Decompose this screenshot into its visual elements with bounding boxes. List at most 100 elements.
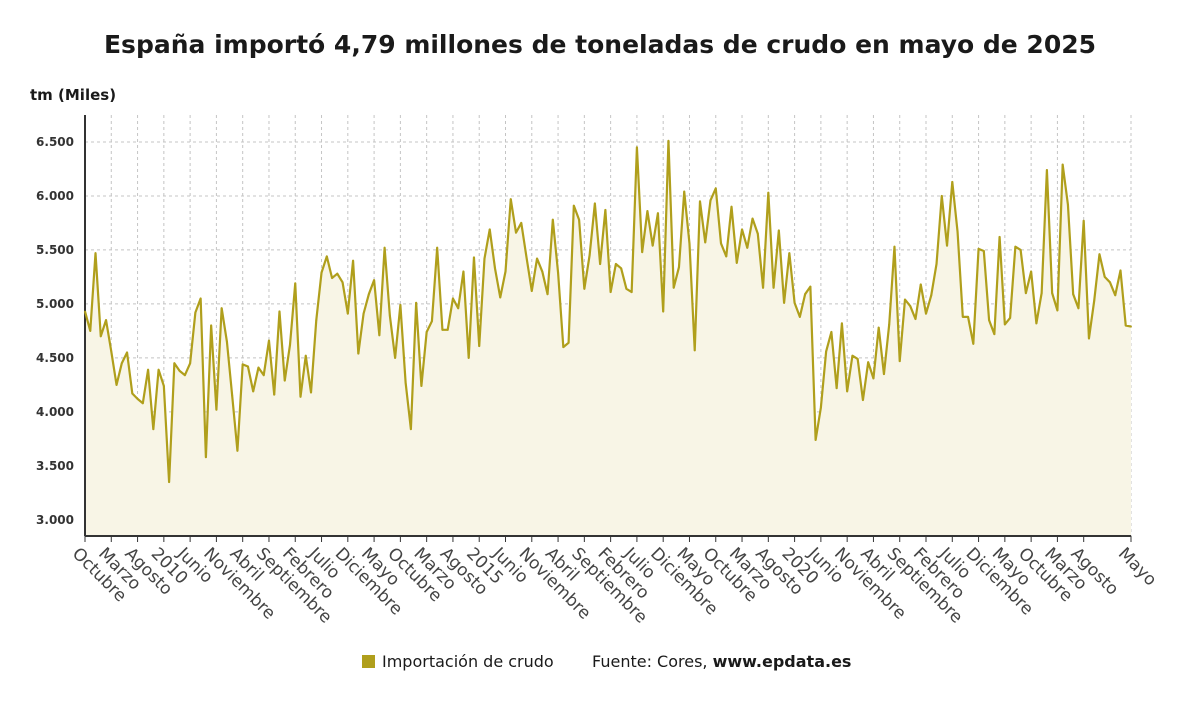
data-point	[388, 314, 391, 317]
data-point	[725, 255, 728, 258]
y-tick-label: 6.500	[36, 135, 74, 149]
data-point	[530, 290, 533, 292]
data-point	[961, 315, 964, 318]
data-point	[278, 310, 281, 313]
data-point	[846, 390, 849, 393]
data-point	[509, 198, 512, 201]
data-point	[220, 307, 223, 310]
data-point	[1114, 294, 1117, 297]
data-point	[520, 222, 523, 224]
data-point	[378, 334, 381, 337]
data-point	[620, 267, 623, 270]
data-point	[499, 296, 502, 299]
data-point	[525, 256, 528, 259]
data-point	[804, 293, 807, 296]
data-point	[120, 362, 123, 365]
data-point	[331, 277, 333, 279]
data-point	[136, 398, 139, 400]
data-point	[888, 323, 891, 326]
data-point	[720, 242, 722, 245]
data-point	[625, 287, 628, 290]
data-point	[383, 246, 386, 249]
data-point	[546, 293, 549, 296]
data-point	[204, 456, 207, 459]
data-point	[956, 230, 959, 233]
x-tick-labels: OctubreMarzoAgosto2010JunioNoviembreAbri…	[68, 543, 1160, 627]
data-point	[662, 310, 665, 313]
data-point	[394, 356, 397, 359]
data-point	[683, 190, 686, 193]
data-point	[341, 281, 344, 284]
data-point	[967, 315, 969, 318]
data-point	[199, 297, 202, 300]
legend-label: Importación de crudo	[382, 652, 554, 671]
y-tick-label: 5.000	[36, 297, 74, 311]
data-point	[641, 251, 644, 253]
data-point	[126, 351, 128, 354]
data-point	[336, 272, 339, 275]
data-point	[162, 385, 165, 387]
data-point	[168, 481, 171, 483]
data-point	[289, 344, 291, 346]
data-point	[541, 270, 544, 273]
data-point	[819, 406, 822, 409]
data-point	[515, 231, 517, 234]
y-tick-label: 3.000	[36, 513, 74, 527]
series-line	[83, 139, 1132, 484]
data-point	[241, 363, 244, 366]
data-point	[236, 449, 239, 452]
y-tick-label: 4.500	[36, 351, 74, 365]
data-point	[1019, 249, 1022, 251]
data-point	[893, 245, 896, 248]
data-point	[215, 408, 218, 411]
data-point	[446, 328, 449, 331]
data-point	[367, 293, 370, 296]
data-point	[210, 324, 213, 327]
data-point	[998, 236, 1001, 238]
data-point	[283, 379, 286, 382]
data-point	[346, 312, 349, 315]
data-point	[841, 322, 843, 325]
source-prefix: Fuente: Cores,	[592, 652, 713, 671]
data-point	[741, 228, 743, 231]
data-point	[883, 373, 885, 375]
data-point	[320, 271, 323, 274]
data-point	[1035, 322, 1038, 325]
data-point	[1014, 245, 1017, 248]
data-point	[1067, 203, 1069, 206]
data-point	[630, 291, 633, 293]
y-axis-label: tm (Miles)	[30, 86, 117, 104]
data-point	[1061, 163, 1064, 166]
data-point	[1024, 292, 1027, 295]
data-point	[609, 291, 612, 293]
data-point	[99, 335, 102, 338]
chart-title: España importó 4,79 millones de tonelada…	[103, 30, 1097, 59]
data-point	[777, 229, 780, 232]
y-tick-label: 5.500	[36, 243, 74, 257]
data-point	[783, 301, 785, 304]
data-point	[551, 218, 554, 221]
data-point	[636, 146, 638, 149]
data-point	[830, 331, 833, 333]
data-point	[735, 261, 738, 264]
data-point	[1046, 169, 1048, 171]
data-points	[84, 140, 1132, 483]
data-point	[362, 312, 365, 315]
data-point	[304, 354, 307, 357]
data-point	[262, 374, 265, 377]
data-point	[798, 315, 801, 318]
data-point	[914, 318, 917, 320]
y-tick-label: 4.000	[36, 405, 74, 419]
data-point	[467, 356, 470, 359]
data-point	[935, 263, 938, 265]
data-point	[152, 428, 155, 431]
data-point	[415, 301, 418, 304]
data-point	[436, 246, 439, 249]
data-point	[247, 365, 249, 368]
data-point	[972, 342, 975, 345]
data-point	[478, 345, 481, 347]
data-point	[1082, 219, 1085, 222]
data-point	[599, 263, 602, 265]
data-point	[1124, 324, 1127, 327]
